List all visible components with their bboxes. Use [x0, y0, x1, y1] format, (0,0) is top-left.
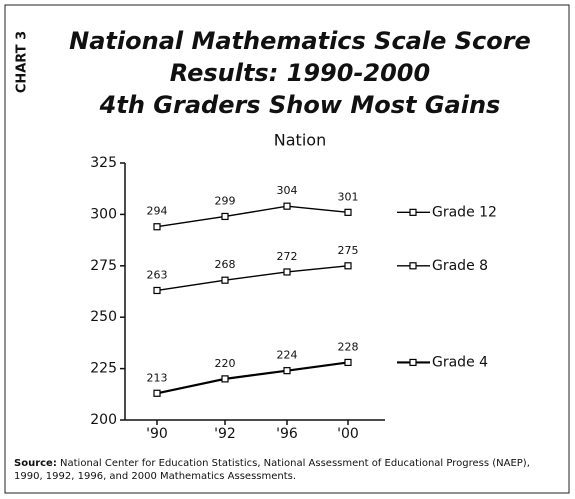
point-marker — [221, 276, 229, 284]
y-tick-label: 275 — [90, 258, 117, 274]
data-label: 299 — [215, 194, 236, 207]
data-label: 301 — [338, 190, 359, 203]
data-label: 272 — [277, 250, 298, 263]
legend-label: Grade 8 — [432, 258, 488, 274]
x-tick-label: '90 — [146, 426, 168, 442]
point-marker — [283, 268, 291, 276]
chart-title: 4th Graders Show Most Gains — [99, 91, 501, 119]
source-label: Source: — [14, 458, 57, 469]
point-marker — [153, 223, 161, 231]
point-marker — [344, 358, 352, 367]
legend-marker — [409, 358, 417, 367]
point-marker — [344, 208, 352, 216]
legend-label: Grade 4 — [432, 354, 488, 370]
x-tick-label: '92 — [214, 426, 236, 442]
y-tick-label: 325 — [90, 155, 117, 171]
chart-title: Results: 1990-2000 — [170, 59, 430, 87]
legend-marker — [409, 208, 417, 216]
data-label: 304 — [277, 184, 298, 197]
point-marker — [153, 389, 161, 397]
chart-subtitle: Nation — [274, 131, 326, 150]
point-marker — [221, 375, 229, 383]
y-tick-label: 225 — [90, 361, 117, 377]
series-line — [156, 265, 349, 292]
x-tick-label: '00 — [337, 426, 359, 442]
data-label: 275 — [338, 244, 359, 257]
frame — [4, 4, 570, 494]
point-marker — [153, 286, 161, 295]
data-label: 294 — [147, 205, 168, 218]
data-label: 224 — [277, 349, 298, 362]
point-marker — [221, 212, 229, 221]
y-tick-label: 300 — [90, 206, 117, 222]
series-line — [156, 361, 349, 395]
point-marker — [283, 367, 291, 375]
data-label: 213 — [147, 371, 168, 384]
legend-marker — [409, 262, 417, 270]
legend-label: Grade 12 — [432, 204, 497, 220]
source-text: National Center for Education Statistics… — [14, 458, 530, 482]
y-tick-label: 200 — [90, 412, 117, 428]
point-marker — [283, 202, 291, 210]
source-note: Source: National Center for Education St… — [14, 457, 559, 483]
data-label: 228 — [338, 340, 359, 353]
x-tick-label: '96 — [276, 426, 298, 442]
series-line — [156, 205, 349, 228]
point-marker — [344, 262, 352, 270]
data-label: 263 — [147, 268, 168, 281]
y-tick-label: 250 — [90, 309, 117, 325]
data-label: 220 — [215, 357, 236, 370]
side-label: CHART 3 — [15, 31, 30, 93]
chart-title: National Mathematics Scale Score — [69, 27, 531, 55]
data-label: 268 — [215, 258, 236, 271]
